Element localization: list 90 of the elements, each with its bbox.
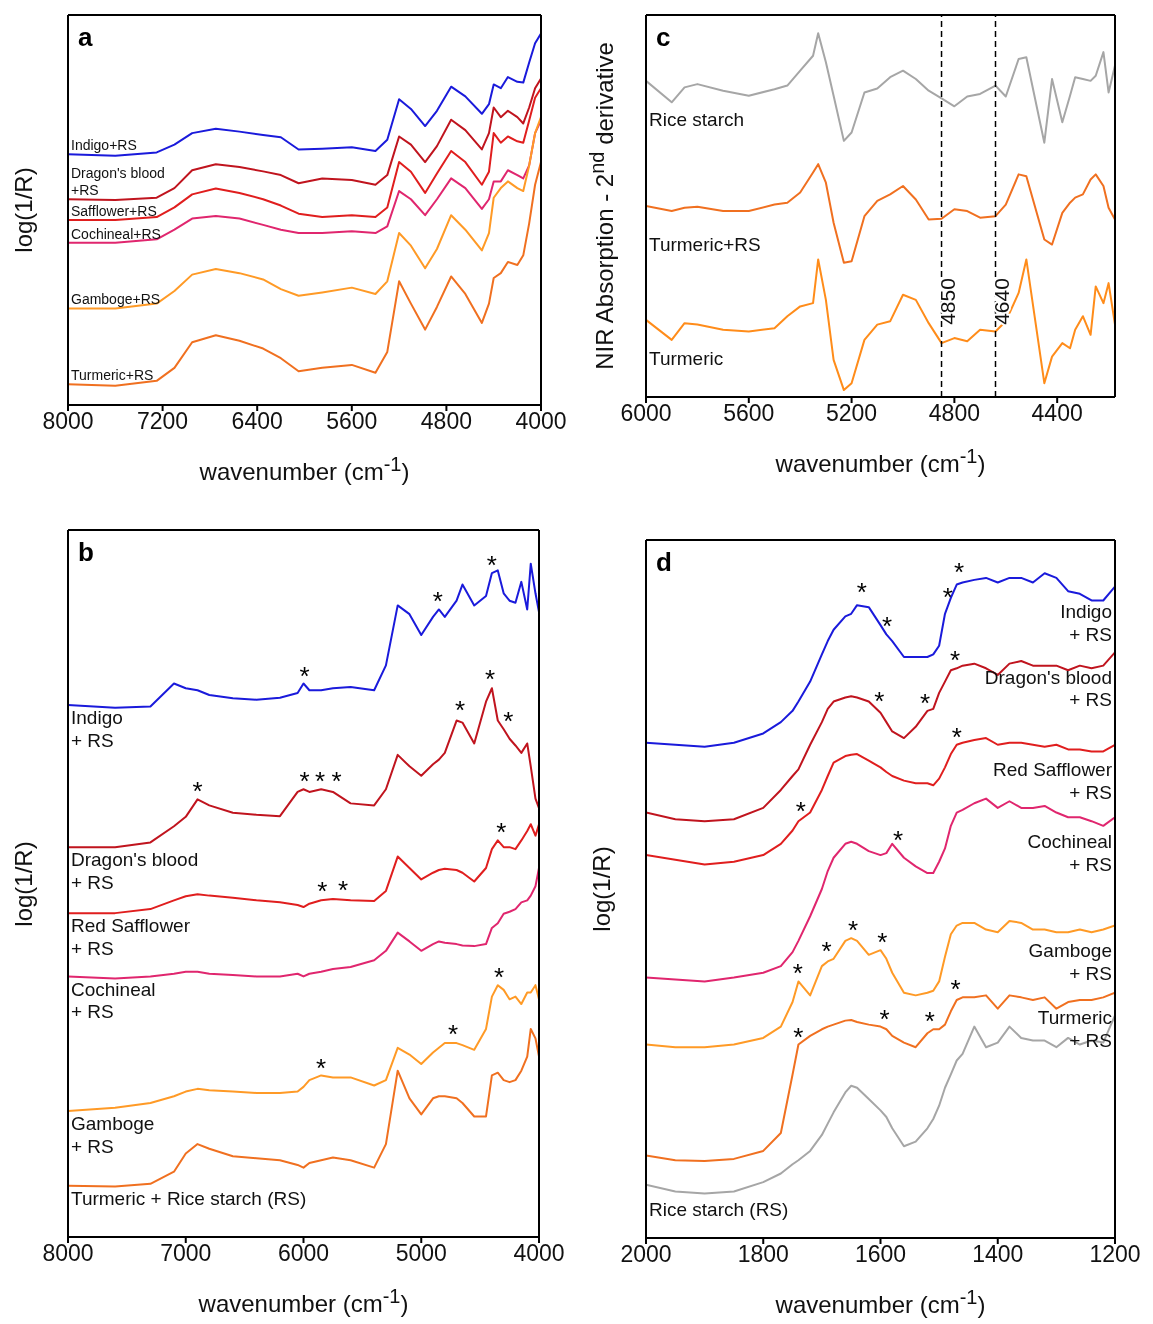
- series-label: Turmeric+RS: [649, 234, 761, 256]
- series-label: Gamboge+RS: [71, 291, 161, 308]
- series-label: Turmeric + Rice starch (RS): [71, 1188, 307, 1210]
- annotation: *: [893, 825, 904, 856]
- x-axis-title: wavenumber (cm$^{-1}$): [775, 1286, 986, 1319]
- annotation: *: [874, 685, 885, 716]
- x-tick-label: 7000: [160, 1240, 212, 1267]
- x-tick-label: 5600: [326, 408, 378, 435]
- series-label: Dragon's blood + RS: [984, 666, 1112, 711]
- annotation: *: [485, 663, 496, 694]
- series-label: Rice starch (RS): [649, 1199, 789, 1221]
- series-label: Cochineal + RS: [1027, 831, 1112, 876]
- annotation: *: [847, 915, 859, 946]
- x-tick-label: 5200: [826, 400, 878, 427]
- annotation: *: [856, 577, 867, 608]
- annotation: *: [942, 582, 953, 613]
- annotation: *: [316, 1053, 327, 1084]
- series-label: Indigo + RS: [1060, 600, 1112, 645]
- series-label: Red Safflower + RS: [71, 915, 191, 960]
- x-tick-label: 1800: [737, 1241, 789, 1268]
- x-axis-title: wavenumber (cm$^{-1}$): [199, 453, 410, 486]
- x-tick-label: 4000: [513, 1240, 565, 1267]
- x-axis-title: wavenumber (cm$^{-1}$): [775, 445, 986, 478]
- x-tick-label: 1600: [854, 1241, 907, 1268]
- chart-title: d: [656, 547, 672, 578]
- annotation: *: [432, 586, 443, 617]
- annotation: *: [821, 935, 832, 966]
- series-label: Gamboge + RS: [71, 1113, 155, 1158]
- x-tick-label: 2000: [620, 1241, 672, 1268]
- annotation: *: [331, 766, 342, 797]
- series-label: Indigo+RS: [71, 137, 137, 154]
- annotation: *: [949, 645, 961, 676]
- annotation: *: [496, 817, 507, 848]
- series-label: Indigo + RS: [71, 707, 123, 752]
- series-label: Turmeric: [649, 348, 724, 370]
- annotation: *: [951, 721, 962, 752]
- annotation: *: [879, 1003, 890, 1034]
- x-tick-label: 5000: [395, 1240, 447, 1267]
- x-tick-label: 4400: [1031, 400, 1083, 427]
- ref-line-label: 4850: [936, 278, 960, 325]
- x-tick-label: 6000: [277, 1240, 330, 1267]
- series-label: Turmeric+RS: [71, 367, 154, 384]
- annotation: *: [877, 927, 888, 958]
- annotation: *: [299, 766, 310, 797]
- annotation: *: [299, 660, 310, 691]
- x-tick-label: 4800: [928, 400, 980, 427]
- annotation: *: [317, 875, 328, 906]
- chart-title: b: [78, 537, 94, 568]
- annotation: *: [493, 962, 505, 993]
- x-tick-label: 4000: [515, 408, 567, 435]
- annotation: *: [192, 776, 203, 807]
- annotation: *: [447, 1018, 459, 1049]
- x-tick-label: 1200: [1089, 1241, 1141, 1268]
- y-axis-title: log(1/R): [588, 846, 616, 932]
- ref-line-label: 4640: [990, 278, 1013, 325]
- x-tick-label: 1400: [972, 1241, 1024, 1268]
- annotation: *: [953, 556, 965, 587]
- x-tick-label: 6000: [620, 400, 672, 427]
- series-label: Cochineal+RS: [71, 225, 161, 242]
- series-label: Dragon's blood + RS: [71, 849, 199, 894]
- chart-title: a: [78, 22, 93, 53]
- annotation: *: [455, 694, 466, 725]
- series-label: Cochineal + RS: [71, 978, 156, 1023]
- chart-title: c: [656, 22, 671, 53]
- x-tick-label: 5600: [723, 400, 775, 427]
- x-tick-label: 8000: [42, 408, 94, 435]
- annotation: *: [337, 874, 349, 905]
- annotation: *: [314, 766, 326, 797]
- annotation: *: [795, 796, 806, 827]
- annotation: *: [486, 550, 497, 581]
- annotation: *: [503, 706, 514, 737]
- annotation: *: [881, 611, 893, 642]
- x-tick-label: 4800: [420, 408, 472, 435]
- y-axis-title: log(1/R): [10, 167, 38, 253]
- x-axis-title: wavenumber (cm$^{-1}$): [198, 1285, 409, 1318]
- series-label: Rice starch: [649, 109, 745, 131]
- annotation: *: [924, 1006, 935, 1037]
- series-label: Red Safflower + RS: [993, 758, 1113, 803]
- annotation: *: [792, 958, 803, 989]
- annotation: *: [950, 974, 961, 1005]
- series-label: Safflower+RS: [71, 203, 157, 220]
- series-label: Dragon's blood +RS: [71, 165, 165, 199]
- x-tick-label: 6400: [231, 408, 283, 435]
- annotation: *: [793, 1021, 804, 1052]
- series-label: Turmeric + RS: [1037, 1006, 1112, 1051]
- x-tick-label: 8000: [42, 1240, 94, 1267]
- series-label: Gamboge + RS: [1028, 939, 1112, 984]
- x-tick-label: 7200: [137, 408, 189, 435]
- y-axis-title: log(1/R): [10, 840, 38, 927]
- annotation: *: [919, 687, 931, 718]
